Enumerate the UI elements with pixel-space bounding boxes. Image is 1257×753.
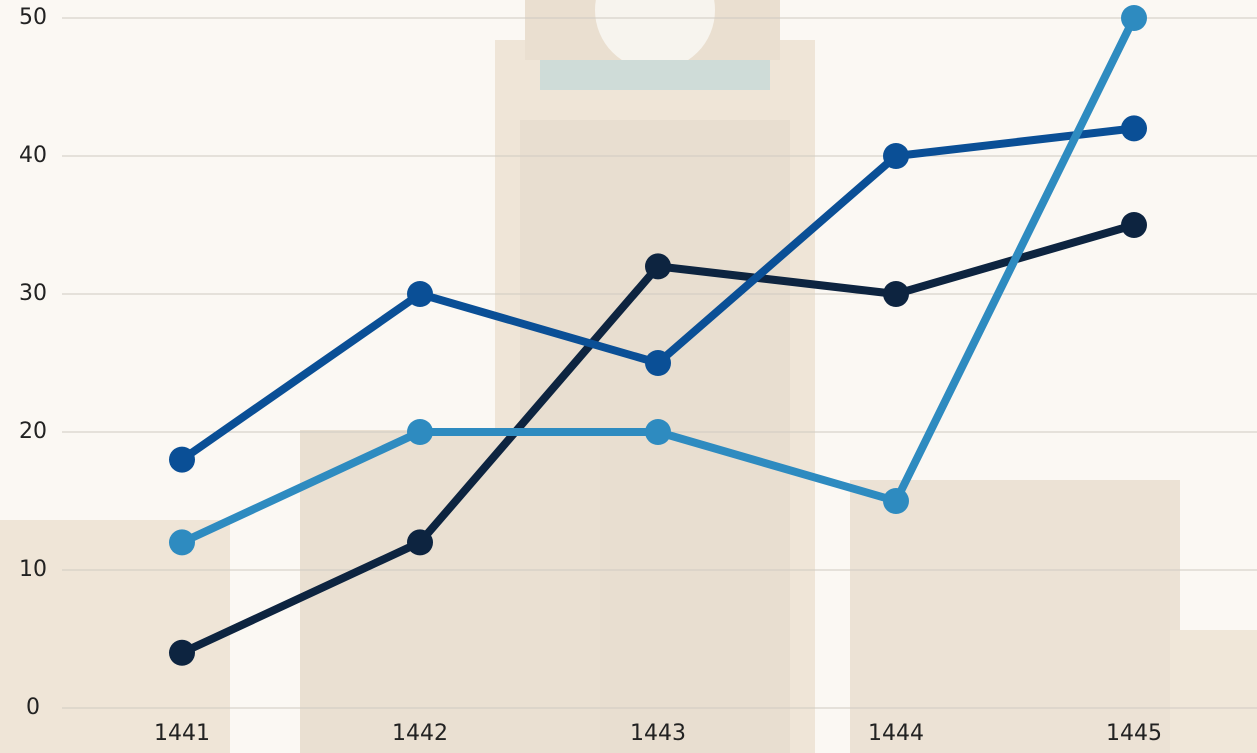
point <box>169 447 195 473</box>
point <box>1121 115 1147 141</box>
chart: 0 10 20 30 40 50 1441 1442 1443 1444 1445 <box>0 0 1257 753</box>
x-tick-label: 1445 <box>1106 721 1162 746</box>
x-tick-label: 1443 <box>630 721 686 746</box>
point <box>883 143 909 169</box>
background-image <box>0 0 1257 753</box>
point <box>645 350 671 376</box>
y-tick-label: 20 <box>19 419 47 444</box>
point <box>883 281 909 307</box>
point <box>645 253 671 279</box>
point <box>407 419 433 445</box>
x-tick-label: 1442 <box>392 721 448 746</box>
y-tick-label: 50 <box>19 5 47 30</box>
y-tick-label: 0 <box>26 695 40 720</box>
point <box>883 488 909 514</box>
x-tick-label: 1441 <box>154 721 210 746</box>
point <box>645 419 671 445</box>
point <box>169 640 195 666</box>
point <box>407 529 433 555</box>
y-tick-label: 40 <box>19 143 47 168</box>
point <box>1121 212 1147 238</box>
point <box>407 281 433 307</box>
y-tick-label: 30 <box>19 281 47 306</box>
point <box>1121 5 1147 31</box>
y-tick-label: 10 <box>19 557 47 582</box>
x-tick-label: 1444 <box>868 721 924 746</box>
point <box>169 529 195 555</box>
